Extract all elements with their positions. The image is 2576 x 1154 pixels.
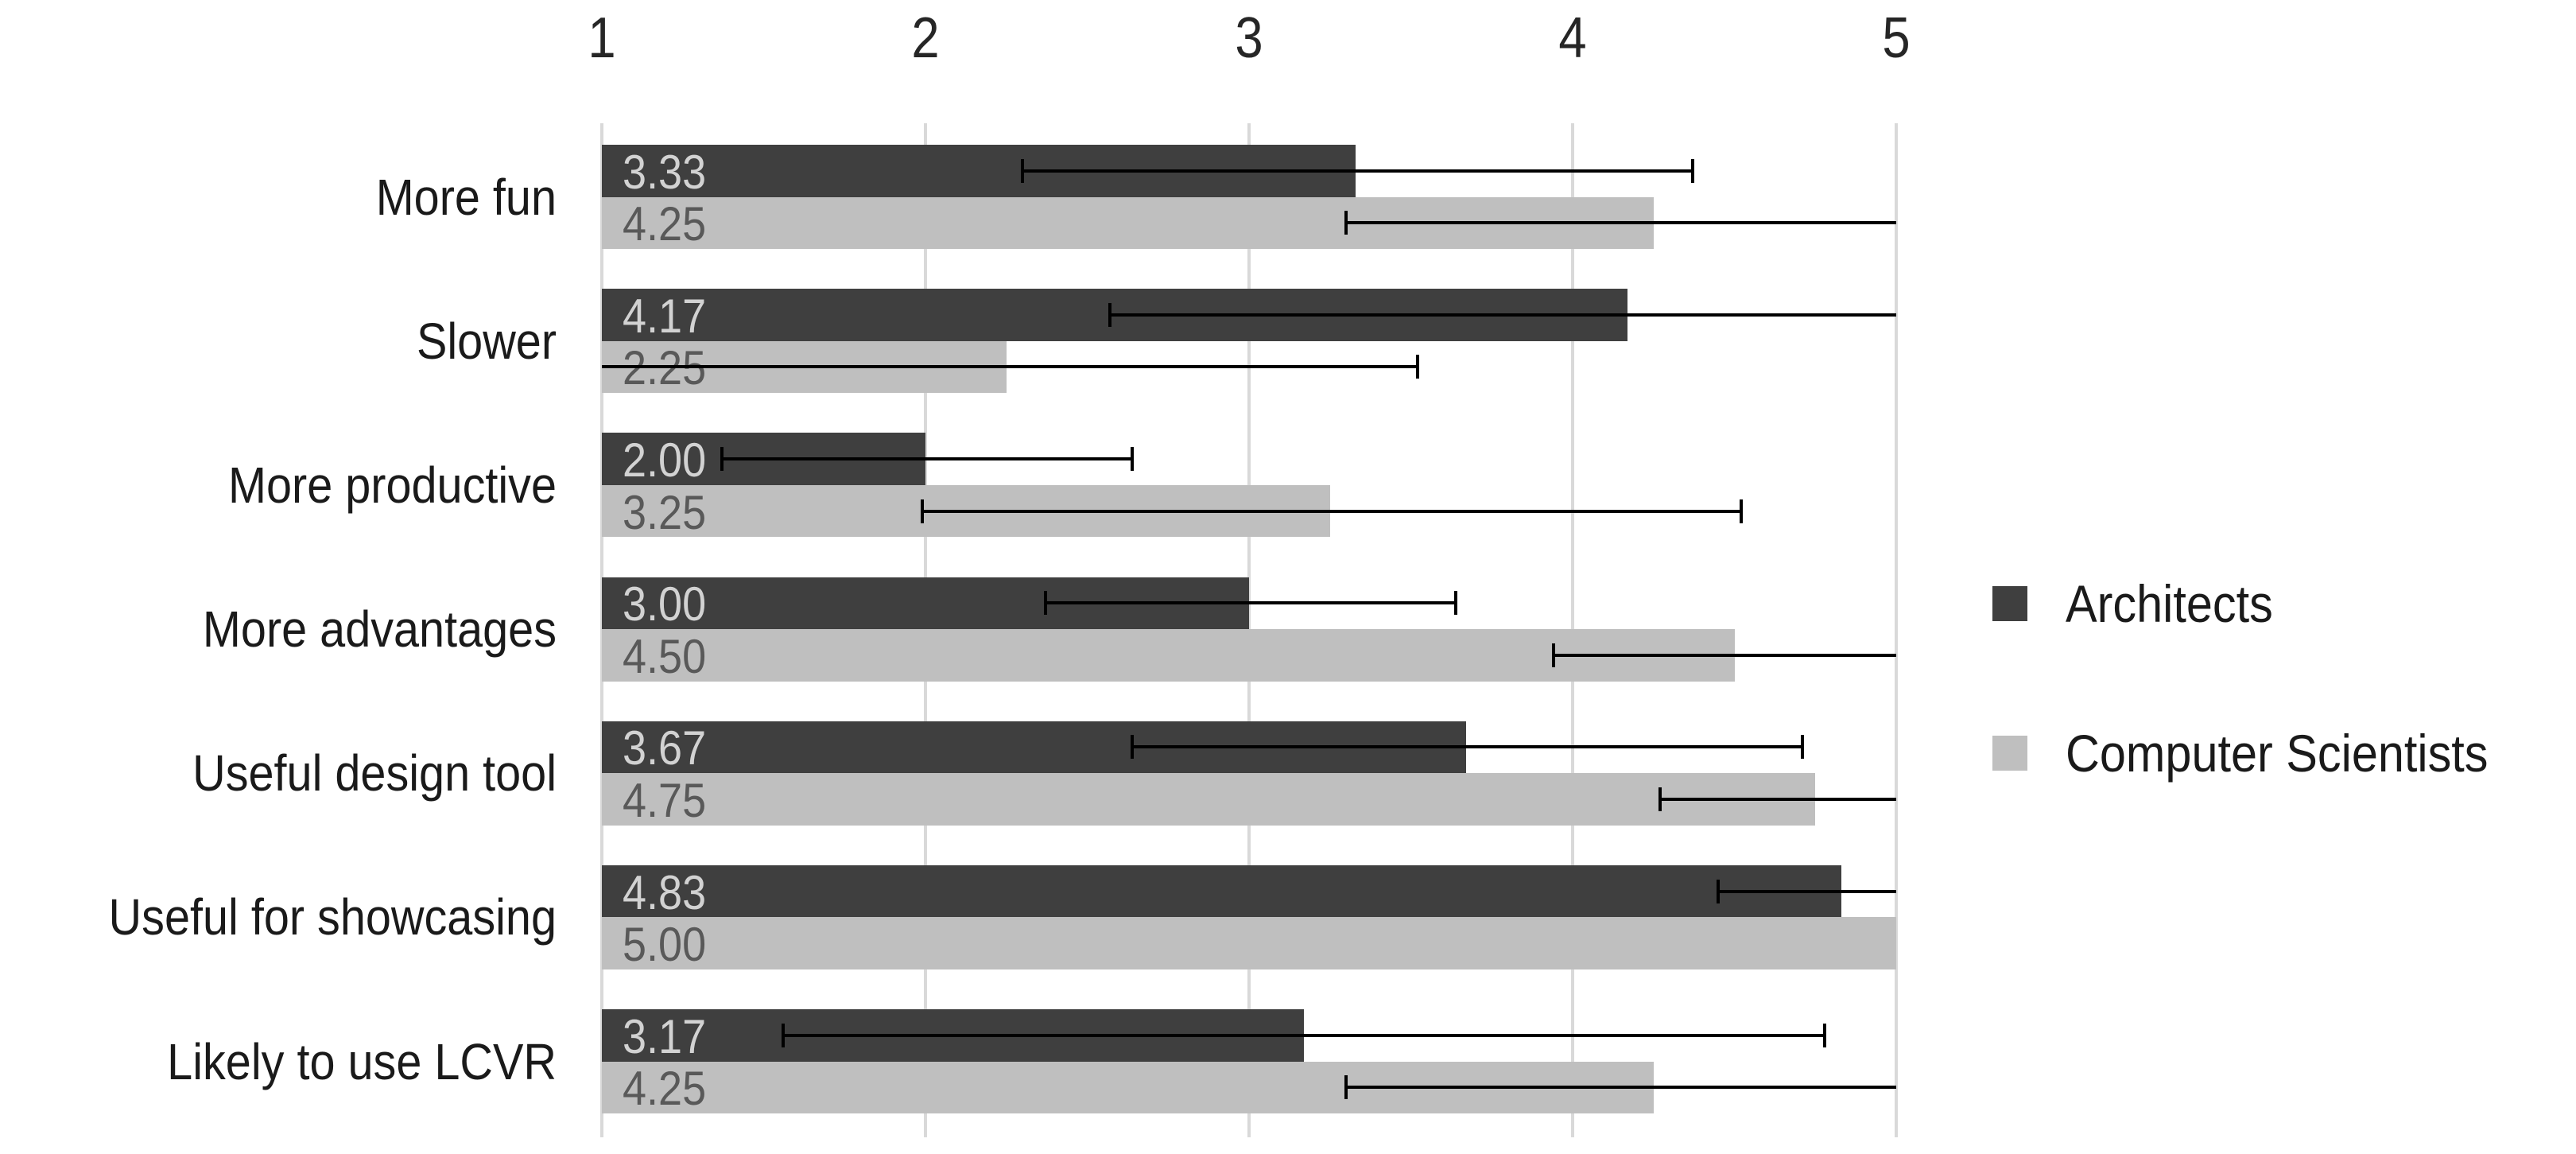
x-tick-label: 5 bbox=[1882, 6, 1911, 70]
bar-value-label: 3.33 bbox=[623, 145, 707, 199]
bar-architects bbox=[602, 865, 1841, 918]
category-label: Slower bbox=[416, 312, 557, 370]
error-bar-cap bbox=[1131, 447, 1135, 472]
category-label: More advantages bbox=[202, 600, 557, 658]
legend-label: Computer Scientists bbox=[2066, 724, 2489, 783]
error-bar-cap bbox=[1454, 591, 1458, 616]
bar-value-label: 3.00 bbox=[623, 577, 707, 631]
error-bar-cap bbox=[1739, 499, 1743, 523]
bar-value-label: 4.25 bbox=[623, 197, 707, 251]
bar-value-label: 3.67 bbox=[623, 721, 707, 775]
error-bar bbox=[1045, 601, 1457, 605]
error-bar bbox=[1718, 889, 1896, 893]
error-bar bbox=[721, 457, 1133, 461]
error-bar-cap bbox=[1021, 158, 1025, 183]
error-bar bbox=[782, 1033, 1825, 1037]
error-bar-cap bbox=[1717, 879, 1721, 903]
category-label: More productive bbox=[228, 456, 557, 514]
bar-value-label: 2.00 bbox=[623, 433, 707, 488]
bar-value-label: 2.25 bbox=[623, 341, 707, 395]
error-bar bbox=[1659, 797, 1896, 801]
bar-value-label: 4.83 bbox=[623, 865, 707, 919]
error-bar bbox=[1346, 1086, 1896, 1090]
bar-value-label: 5.00 bbox=[623, 918, 707, 972]
error-bar bbox=[1346, 221, 1896, 225]
error-bar-cap bbox=[1344, 211, 1348, 235]
gridline bbox=[1895, 123, 1898, 1137]
error-bar-cap bbox=[1415, 355, 1419, 379]
error-bar-cap bbox=[1108, 302, 1111, 327]
error-bar bbox=[1132, 745, 1802, 749]
bar-value-label: 4.25 bbox=[623, 1062, 707, 1116]
error-bar-cap bbox=[1658, 787, 1662, 811]
legend-label: Architects bbox=[2066, 574, 2273, 633]
error-bar bbox=[1022, 169, 1693, 173]
legend-swatch bbox=[1992, 586, 2027, 621]
error-bar-cap bbox=[1344, 1075, 1348, 1100]
category-label: Likely to use LCVR bbox=[167, 1032, 557, 1090]
error-bar-cap bbox=[1690, 158, 1694, 183]
error-bar-cap bbox=[1800, 735, 1804, 760]
x-tick-label: 4 bbox=[1558, 6, 1587, 70]
error-bar-cap bbox=[1551, 643, 1555, 667]
error-bar-cap bbox=[720, 447, 724, 472]
bar-value-label: 4.75 bbox=[623, 773, 707, 827]
bar-value-label: 4.50 bbox=[623, 629, 707, 683]
bar-computer-scientists bbox=[602, 917, 1896, 969]
error-bar bbox=[921, 509, 1741, 513]
error-bar bbox=[1553, 653, 1896, 657]
x-tick-label: 3 bbox=[1235, 6, 1263, 70]
error-bar-cap bbox=[1043, 591, 1047, 616]
legend-swatch bbox=[1992, 736, 2027, 771]
category-label: Useful for showcasing bbox=[108, 888, 557, 946]
error-bar-cap bbox=[781, 1023, 785, 1047]
error-bar-cap bbox=[1131, 735, 1135, 760]
bar-computer-scientists bbox=[602, 773, 1816, 826]
bar-computer-scientists bbox=[602, 629, 1735, 682]
error-bar-cap bbox=[920, 499, 924, 523]
category-label: More fun bbox=[375, 168, 557, 226]
error-bar-cap bbox=[1823, 1023, 1827, 1047]
x-tick-label: 1 bbox=[588, 6, 616, 70]
error-bar bbox=[1109, 313, 1896, 317]
error-bar bbox=[602, 365, 1418, 369]
bar-value-label: 3.25 bbox=[623, 485, 707, 539]
bar-value-label: 4.17 bbox=[623, 289, 707, 343]
bar-value-label: 3.17 bbox=[623, 1009, 707, 1063]
x-tick-label: 2 bbox=[911, 6, 940, 70]
category-label: Useful design tool bbox=[192, 744, 557, 802]
